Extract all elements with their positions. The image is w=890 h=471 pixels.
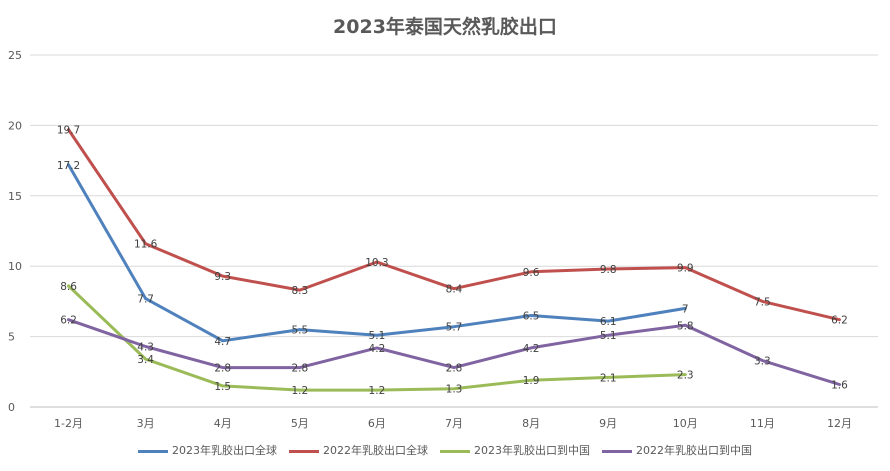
data-label: 2.8 <box>214 363 231 375</box>
x-tick-label: 7月 <box>445 417 463 430</box>
chart-title: 2023年泰国天然乳胶出口 <box>333 16 557 38</box>
legend-entry: 2023年乳胶出口全球 <box>138 442 277 458</box>
data-label: 1.2 <box>369 385 386 397</box>
x-tick-label: 12月 <box>827 417 852 430</box>
data-label: 8.6 <box>60 281 77 293</box>
data-label: 4.2 <box>523 343 540 355</box>
data-label: 7 <box>682 303 689 315</box>
legend-swatch <box>602 449 632 453</box>
data-label: 4.7 <box>214 336 231 348</box>
x-tick-label: 11月 <box>750 417 775 430</box>
y-tick-label: 25 <box>8 49 22 62</box>
data-label: 1.5 <box>214 381 231 393</box>
data-label: 5.8 <box>677 320 694 332</box>
data-label: 1.2 <box>291 385 308 397</box>
legend-swatch <box>138 449 168 453</box>
legend-label: 2022年乳胶出口全球 <box>323 444 428 457</box>
data-label: 7.5 <box>754 296 771 308</box>
data-label: 4.2 <box>369 343 386 355</box>
series-line <box>67 163 687 343</box>
data-label: 7.7 <box>137 294 154 306</box>
legend-entry: 2022年乳胶出口全球 <box>289 442 428 458</box>
y-tick-label: 15 <box>8 190 22 203</box>
data-label: 6.1 <box>600 316 617 328</box>
x-tick-label: 9月 <box>599 417 617 430</box>
data-label: 6.5 <box>523 310 540 322</box>
data-label: 10.3 <box>365 257 388 269</box>
data-label: 11.6 <box>134 239 158 251</box>
data-label: 6.2 <box>831 315 848 327</box>
data-label: 6.2 <box>60 315 77 327</box>
series-line <box>67 284 687 392</box>
data-label: 9.8 <box>600 264 617 276</box>
x-tick-label: 3月 <box>137 417 155 430</box>
y-tick-label: 5 <box>8 331 15 344</box>
y-tick-label: 0 <box>8 401 15 414</box>
x-tick-label: 6月 <box>368 417 386 430</box>
legend-label: 2023年乳胶出口全球 <box>172 444 277 457</box>
data-label: 5.1 <box>600 330 617 342</box>
series-line <box>67 318 841 386</box>
legend: 2023年乳胶出口全球 2022年乳胶出口全球 2023年乳胶出口到中国 2022年乳… <box>0 442 890 458</box>
x-tick-label: 10月 <box>673 417 698 430</box>
data-label: 8.3 <box>291 285 308 297</box>
x-tick-label: 1-2月 <box>54 417 83 430</box>
data-label: 19.7 <box>57 125 80 137</box>
data-label: 1.6 <box>831 379 848 391</box>
x-tick-label: 5月 <box>291 417 309 430</box>
legend-swatch <box>440 449 470 453</box>
data-label: 9.6 <box>523 267 540 279</box>
x-tick-label: 4月 <box>214 417 232 430</box>
data-label: 1.9 <box>523 375 540 387</box>
data-label: 2.3 <box>677 370 694 382</box>
data-label: 9.3 <box>214 271 231 283</box>
data-label: 4.3 <box>137 341 154 353</box>
legend-entry: 2022年乳胶出口到中国 <box>602 442 752 458</box>
y-tick-label: 10 <box>8 260 22 273</box>
data-label: 2.1 <box>600 372 617 384</box>
data-label: 8.4 <box>446 284 463 296</box>
data-label: 5.1 <box>369 330 386 342</box>
series-line <box>67 128 841 322</box>
y-tick-label: 20 <box>8 119 22 132</box>
data-label: 2.8 <box>446 363 463 375</box>
legend-label: 2023年乳胶出口到中国 <box>474 444 590 457</box>
x-tick-label: 8月 <box>522 417 540 430</box>
legend-entry: 2023年乳胶出口到中国 <box>440 442 590 458</box>
legend-label: 2022年乳胶出口到中国 <box>636 444 752 457</box>
data-label: 1.3 <box>446 384 463 396</box>
data-label: 5.7 <box>446 322 463 334</box>
data-label: 17.2 <box>57 160 80 172</box>
legend-swatch <box>289 449 319 453</box>
data-label: 5.5 <box>291 325 308 337</box>
data-label: 3.4 <box>137 354 154 366</box>
data-label: 2.8 <box>291 363 308 375</box>
data-label: 3.3 <box>754 356 771 368</box>
data-label: 9.9 <box>677 263 694 275</box>
